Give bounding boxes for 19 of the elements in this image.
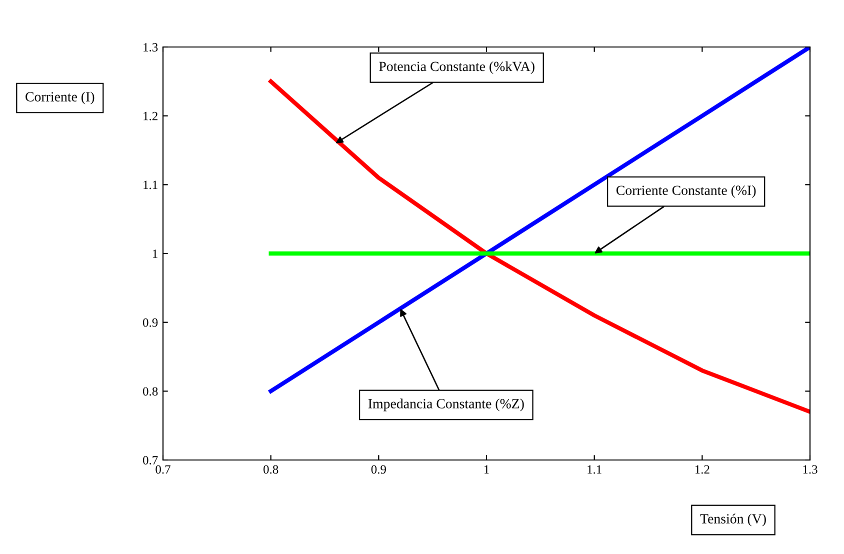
x-axis-title: Tensión (V) bbox=[700, 514, 766, 526]
y-tick-label: 0.7 bbox=[142, 456, 158, 465]
annotation: Potencia Constante (%kVA) bbox=[379, 61, 534, 74]
y-tick-label: 1 bbox=[152, 250, 158, 258]
x-tick-label: 1.2 bbox=[695, 465, 710, 474]
annotation: Corriente Constante (%I) bbox=[616, 185, 756, 198]
y-tick-label: 0.8 bbox=[142, 387, 158, 396]
x-tick-label: 1.3 bbox=[803, 465, 818, 474]
y-tick-label: 0.9 bbox=[142, 318, 158, 327]
y-tick-label: 1.1 bbox=[144, 180, 158, 190]
x-tick-label: 1 bbox=[484, 465, 489, 474]
x-tick-label: 0.8 bbox=[263, 465, 278, 474]
x-tick-label: 0.9 bbox=[371, 465, 386, 474]
x-tick-label: 0.7 bbox=[156, 465, 170, 474]
annotation: Impedancia Constante (%Z) bbox=[368, 398, 524, 412]
y-tick-label: 1.2 bbox=[144, 112, 158, 120]
x-tick-label: 1.1 bbox=[588, 465, 602, 474]
y-axis-title: Corriente (I) bbox=[26, 92, 94, 104]
y-tick-label: 1.3 bbox=[144, 43, 158, 52]
